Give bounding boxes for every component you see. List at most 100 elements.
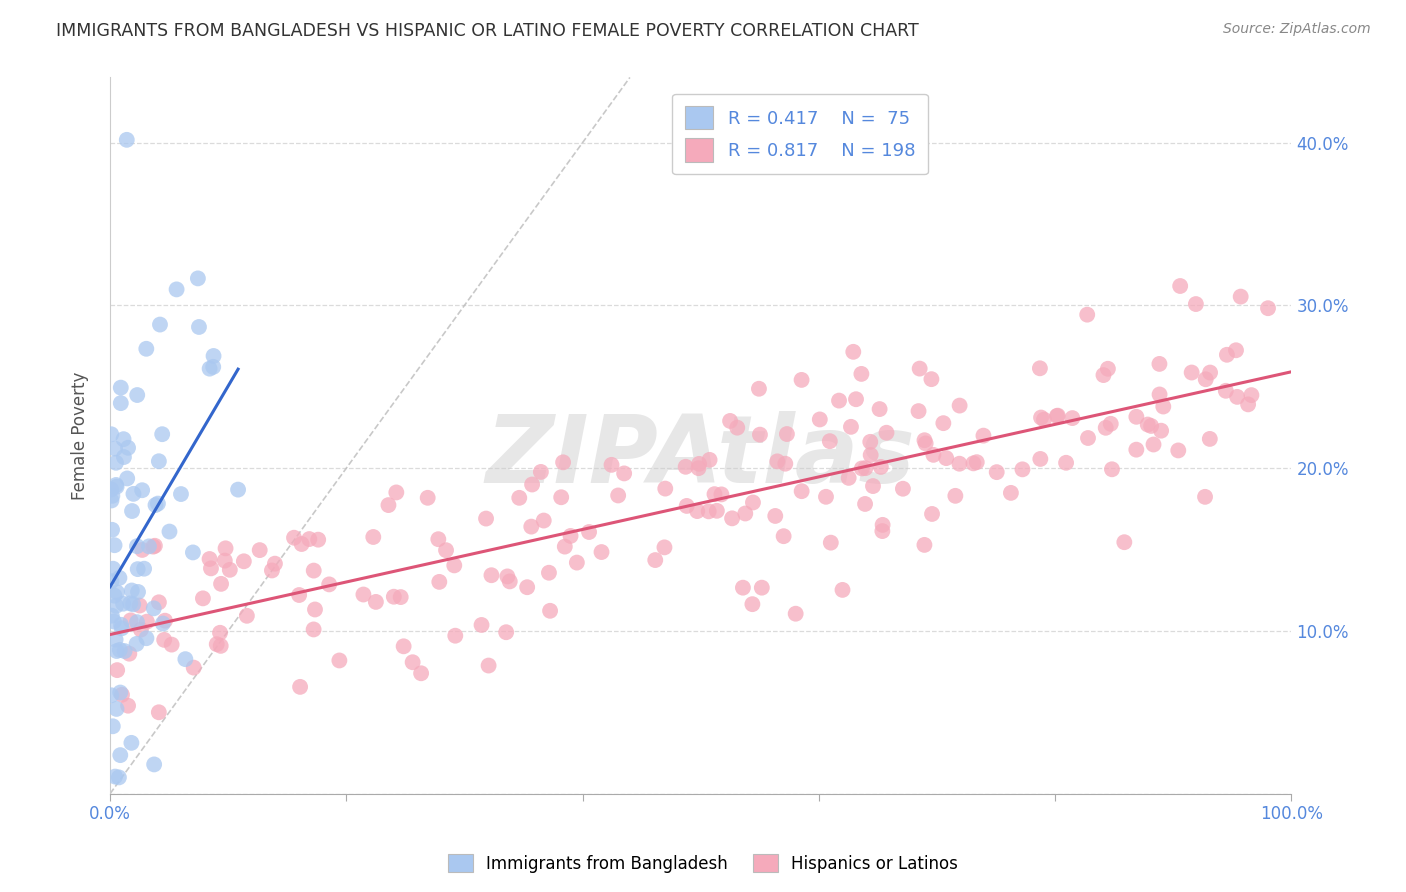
Point [361, 530, 384, 544]
Point [688, 461, 710, 475]
Point [120, 736, 142, 750]
Point [654, 541, 676, 555]
Point [318, 577, 340, 591]
Point [741, 597, 763, 611]
Point [150, 427, 173, 442]
Point [1094, 421, 1116, 435]
Point [105, 644, 128, 658]
Point [839, 420, 862, 434]
Point [845, 392, 868, 407]
Point [100, 688, 122, 702]
Point [202, 349, 225, 363]
Point [143, 757, 166, 772]
Point [103, 538, 125, 552]
Point [226, 483, 249, 497]
Point [385, 485, 408, 500]
Point [148, 706, 170, 720]
Point [110, 381, 132, 395]
Point [100, 483, 122, 497]
Point [121, 504, 143, 518]
Point [481, 568, 503, 582]
Point [907, 404, 929, 418]
Point [148, 595, 170, 609]
Point [475, 511, 498, 525]
Point [236, 608, 259, 623]
Point [117, 698, 139, 713]
Point [749, 427, 772, 442]
Point [427, 532, 450, 546]
Point [307, 533, 329, 547]
Point [686, 504, 709, 518]
Point [675, 499, 697, 513]
Point [153, 632, 176, 647]
Point [842, 344, 865, 359]
Point [200, 561, 222, 575]
Point [291, 537, 314, 551]
Point [820, 535, 842, 549]
Point [183, 660, 205, 674]
Point [1029, 410, 1052, 425]
Point [912, 538, 935, 552]
Point [392, 640, 415, 654]
Point [697, 504, 720, 518]
Point [508, 491, 530, 505]
Point [1136, 417, 1159, 432]
Point [135, 342, 157, 356]
Point [607, 488, 630, 502]
Point [112, 432, 135, 446]
Point [1033, 412, 1056, 426]
Legend: R = 0.417    N =  75, R = 0.817    N = 198: R = 0.417 N = 75, R = 0.817 N = 198 [672, 94, 928, 174]
Point [943, 489, 966, 503]
Point [108, 571, 131, 585]
Point [159, 524, 181, 539]
Point [1029, 452, 1052, 467]
Point [1099, 417, 1122, 431]
Point [966, 455, 988, 469]
Point [1216, 348, 1239, 362]
Point [118, 647, 141, 661]
Point [654, 482, 676, 496]
Point [101, 719, 124, 733]
Point [876, 425, 898, 440]
Point [100, 427, 122, 442]
Point [208, 625, 231, 640]
Text: ZIPAtlas: ZIPAtlas [486, 411, 915, 503]
Point [160, 638, 183, 652]
Point [553, 455, 575, 469]
Point [530, 465, 553, 479]
Point [298, 532, 321, 546]
Point [166, 282, 188, 296]
Point [103, 589, 125, 603]
Point [434, 543, 457, 558]
Point [364, 595, 387, 609]
Point [644, 553, 666, 567]
Point [117, 441, 139, 455]
Point [742, 495, 765, 509]
Point [851, 367, 873, 381]
Point [1229, 290, 1251, 304]
Point [108, 643, 131, 657]
Point [891, 482, 914, 496]
Point [949, 399, 972, 413]
Legend: Immigrants from Bangladesh, Hispanics or Latinos: Immigrants from Bangladesh, Hispanics or… [441, 847, 965, 880]
Point [114, 644, 136, 658]
Point [138, 539, 160, 553]
Point [149, 318, 172, 332]
Point [1114, 535, 1136, 549]
Point [101, 608, 124, 623]
Point [128, 599, 150, 613]
Point [122, 487, 145, 501]
Point [205, 637, 228, 651]
Point [818, 434, 841, 449]
Point [143, 539, 166, 553]
Point [135, 631, 157, 645]
Point [120, 614, 142, 628]
Point [725, 420, 748, 434]
Point [127, 562, 149, 576]
Point [853, 497, 876, 511]
Point [188, 320, 211, 334]
Point [721, 511, 744, 525]
Point [703, 487, 725, 501]
Point [855, 461, 877, 475]
Point [1226, 390, 1249, 404]
